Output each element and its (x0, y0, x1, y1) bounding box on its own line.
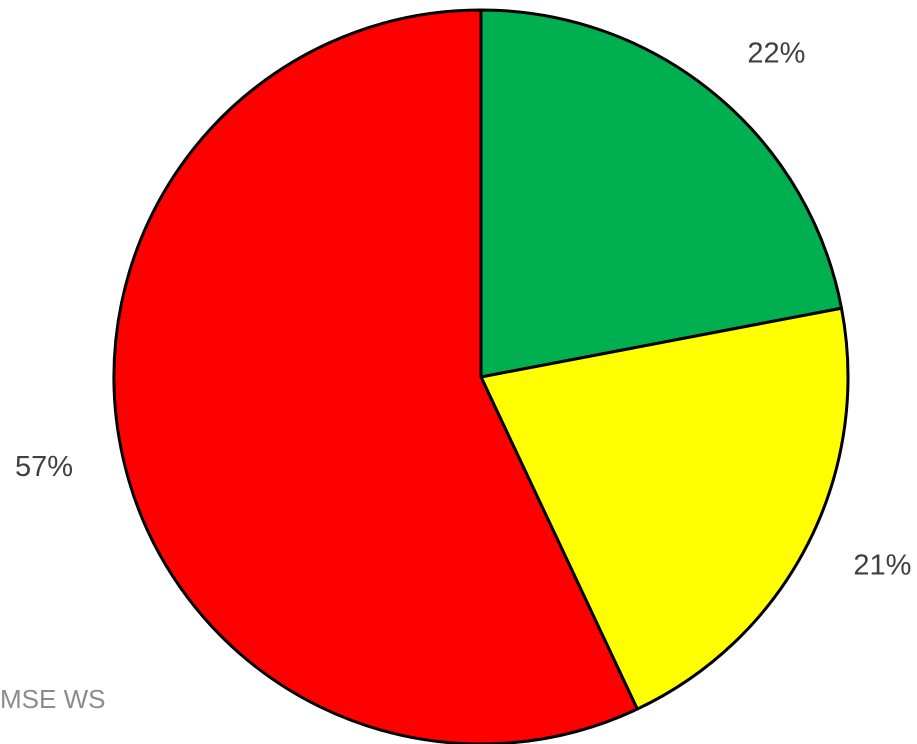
pie-slice-2 (479, 306, 850, 711)
pie-labels: 22% 21% 57% (15, 38, 911, 582)
pie-slice-label-3: 57% (15, 451, 73, 483)
pie-slice-label-2: 21% (853, 549, 911, 581)
pie-slice-3 (112, 8, 639, 744)
pie-slices (112, 8, 850, 744)
pie-slice-1 (479, 8, 843, 379)
watermark-text: MSE WS (0, 684, 106, 714)
pie-slice-label-1: 22% (747, 38, 805, 70)
